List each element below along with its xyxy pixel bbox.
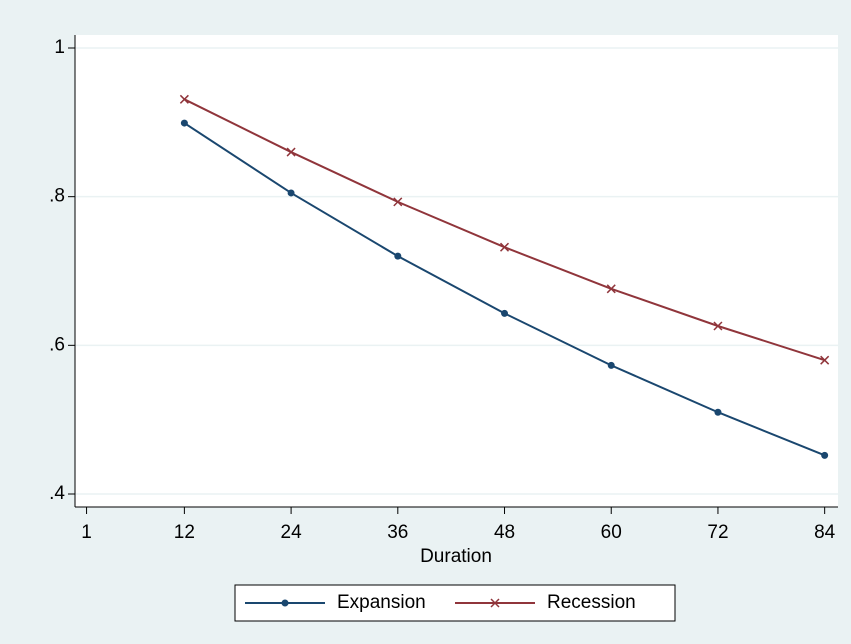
x-tick-label: 60 xyxy=(601,522,622,543)
x-tick-label: 84 xyxy=(814,522,836,543)
y-tick-label: 1 xyxy=(54,37,65,58)
x-axis-label: Duration xyxy=(420,546,492,567)
legend-label: Recession xyxy=(547,592,636,613)
point xyxy=(499,242,510,252)
point xyxy=(820,355,830,365)
legend-marker xyxy=(490,598,500,608)
point xyxy=(501,309,509,317)
point xyxy=(821,451,829,459)
y-tick-label: .8 xyxy=(49,186,65,207)
y-tick-label: .6 xyxy=(49,334,65,355)
point xyxy=(393,197,403,207)
point xyxy=(179,94,189,104)
point xyxy=(394,252,402,260)
point xyxy=(286,147,296,157)
point xyxy=(606,284,616,294)
point xyxy=(607,361,615,369)
x-tick-label: 72 xyxy=(707,522,728,543)
plot-area xyxy=(75,35,838,507)
x-tick-label: 36 xyxy=(387,522,408,543)
y-tick-label: .4 xyxy=(49,483,65,504)
point xyxy=(713,321,723,331)
point xyxy=(180,119,188,127)
x-tick-label: 48 xyxy=(494,522,515,543)
x-tick-label: 24 xyxy=(281,522,303,543)
legend-marker xyxy=(281,599,289,607)
legend-label: Expansion xyxy=(337,592,426,613)
x-tick-label: 12 xyxy=(174,522,195,543)
point xyxy=(287,189,295,197)
x-tick-label: 1 xyxy=(81,522,92,543)
point xyxy=(714,408,722,416)
